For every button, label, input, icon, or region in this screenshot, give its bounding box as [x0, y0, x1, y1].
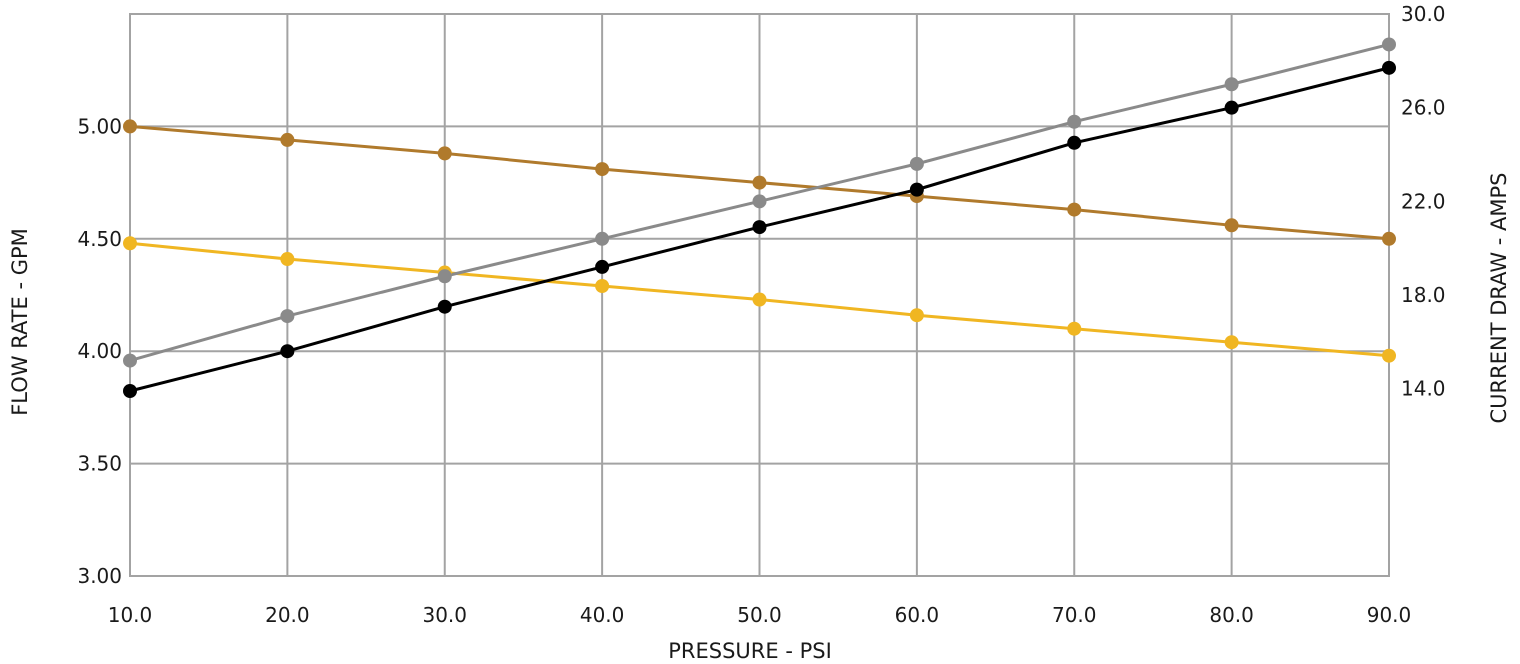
y-right-tick-label: 30.0 [1401, 2, 1446, 26]
series-4-point [1382, 60, 1396, 75]
series-2-point [1382, 348, 1396, 363]
y-left-tick-label: 3.00 [77, 564, 122, 588]
series-1-point [1067, 202, 1082, 217]
x-tick-label: 20.0 [265, 603, 310, 627]
series-1-point [752, 175, 767, 190]
series-4-point [595, 259, 610, 274]
series-1-point [595, 162, 610, 177]
series-3-point [280, 309, 295, 324]
series-4-point [1067, 135, 1082, 150]
series-3-point [595, 231, 610, 246]
series-1-point [1224, 218, 1239, 233]
series-3-point [437, 269, 452, 284]
y-left-tick-label: 5.00 [77, 114, 122, 138]
series-1-point [437, 146, 452, 161]
series-3-point [1067, 114, 1082, 129]
series-4-point [909, 182, 924, 197]
y-right-tick-label: 26.0 [1401, 96, 1446, 120]
series-2-point [909, 308, 924, 323]
series-3-point [1382, 37, 1396, 52]
series-points [123, 37, 1396, 399]
x-tick-label: 90.0 [1367, 603, 1412, 627]
x-tick-label: 80.0 [1209, 603, 1254, 627]
y-right-tick-label: 14.0 [1401, 377, 1446, 401]
x-axis-title: PRESSURE - PSI [668, 639, 832, 663]
series-2-point [123, 236, 137, 251]
series-1-point [123, 119, 137, 134]
series-4-point [752, 220, 767, 235]
x-tick-label: 30.0 [422, 603, 467, 627]
y-axis-left-title: FLOW RATE - GPM [8, 228, 32, 416]
x-tick-label: 40.0 [580, 603, 625, 627]
series-4-point [1224, 100, 1239, 115]
series-3-point [123, 353, 137, 368]
series-3-point [1224, 77, 1239, 92]
x-tick-label: 60.0 [895, 603, 940, 627]
y-left-tick-label: 3.50 [77, 452, 122, 476]
series-3-point [752, 194, 767, 209]
series-3-point [909, 156, 924, 171]
series-1-point [280, 132, 295, 147]
series-4-point [437, 299, 452, 314]
series-1-point [1382, 231, 1396, 246]
series-4-point [123, 384, 137, 399]
x-tick-label: 10.0 [108, 603, 153, 627]
series-2-point [752, 292, 767, 307]
x-tick-label: 70.0 [1052, 603, 1097, 627]
axes: 10.0 20.0 30.0 40.0 50.0 60.0 70.0 80.0 90.0 3.00… [77, 2, 1445, 627]
y-left-tick-label: 4.50 [77, 227, 122, 251]
series-2-point [280, 252, 295, 267]
series-2-point [1224, 335, 1239, 350]
grid [129, 13, 1390, 577]
y-right-tick-label: 18.0 [1401, 283, 1446, 307]
x-tick-label: 50.0 [737, 603, 782, 627]
series-2-point [1067, 321, 1082, 336]
y-axis-right-title: CURRENT DRAW - AMPS [1487, 173, 1511, 424]
series-2-point [595, 279, 610, 294]
y-left-tick-label: 4.00 [77, 339, 122, 363]
series-4-point [280, 344, 295, 359]
y-right-tick-label: 22.0 [1401, 189, 1446, 213]
